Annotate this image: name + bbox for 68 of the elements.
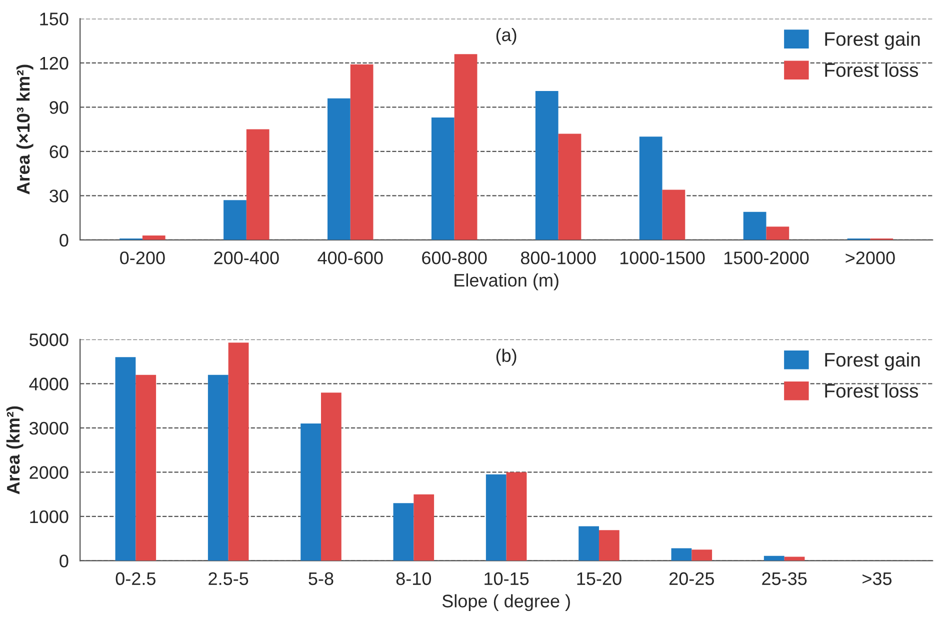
x-tick-label: 200-400 <box>214 252 279 264</box>
legend-label: Forest loss <box>825 383 918 398</box>
y-tick-label: 150 <box>40 12 68 26</box>
bar <box>136 374 156 561</box>
y-tick-label: 120 <box>40 56 68 70</box>
bar <box>142 235 166 240</box>
x-tick-label: 25-35 <box>762 572 807 586</box>
bar <box>578 526 599 561</box>
x-axis-title: Slope ( degree ) <box>442 594 570 612</box>
x-tick-label: 400-600 <box>318 252 383 264</box>
bar <box>328 98 350 240</box>
x-tick-label: 5-8 <box>308 572 334 586</box>
bar <box>784 556 805 561</box>
bar <box>320 392 342 561</box>
bar <box>671 548 692 561</box>
bar <box>766 226 790 240</box>
bar <box>224 200 246 240</box>
x-tick-label: 10-15 <box>484 572 529 586</box>
y-tick-label: 5000 <box>30 333 68 346</box>
bar <box>692 550 712 561</box>
x-tick-label: >2000 <box>846 252 895 264</box>
bar <box>743 212 766 240</box>
y-tick-label: 90 <box>50 101 68 114</box>
bar <box>414 494 434 561</box>
y-tick-label: 4000 <box>29 378 68 390</box>
y-tick-label: 0 <box>60 554 68 568</box>
bar <box>300 424 321 561</box>
legend-label: Forest loss <box>825 62 918 77</box>
bar <box>506 472 527 561</box>
x-tick-label: >35 <box>862 572 892 586</box>
bar <box>115 357 136 561</box>
x-tick-label: 20-25 <box>669 572 714 586</box>
y-tick-label: 2000 <box>30 466 68 479</box>
bar <box>535 90 558 240</box>
x-tick-label: 800-1000 <box>520 252 596 264</box>
bar <box>431 118 454 240</box>
annotation: (b) <box>496 348 516 366</box>
x-tick-label: 600-800 <box>422 252 487 264</box>
x-tick-label: 8-10 <box>396 572 432 586</box>
x-axis-title: Elevation (m) <box>454 273 558 290</box>
bar <box>598 530 620 561</box>
legend-label: Forest gain <box>825 352 920 371</box>
x-tick-label: 2.5-5 <box>208 572 248 586</box>
y-tick-label: 1000 <box>30 510 68 524</box>
bar <box>246 129 270 240</box>
x-tick-label: 0-2.5 <box>116 572 156 586</box>
x-tick-label: 0-200 <box>120 252 165 264</box>
bar <box>454 54 478 240</box>
bar <box>393 503 414 561</box>
x-tick-label: 15-20 <box>577 572 622 586</box>
y-tick-label: 0 <box>60 234 68 247</box>
legend-label: Forest gain <box>825 32 920 50</box>
y-axis-title: Area (km²) <box>6 406 24 494</box>
bar <box>208 374 228 561</box>
x-tick-label: 1500-2000 <box>724 252 809 264</box>
y-tick-label: 30 <box>50 190 68 202</box>
bar <box>639 136 662 240</box>
y-tick-label: 60 <box>50 145 68 158</box>
bar <box>486 474 506 561</box>
y-tick-label: 3000 <box>29 422 68 435</box>
bar <box>662 190 686 240</box>
bar <box>558 134 582 240</box>
annotation: (a) <box>496 28 516 45</box>
bar <box>764 556 784 561</box>
bar <box>228 342 249 561</box>
y-axis-title: Area (×10³ km²) <box>16 64 34 194</box>
x-tick-label: 1000-1500 <box>620 252 705 264</box>
bar <box>350 64 374 240</box>
